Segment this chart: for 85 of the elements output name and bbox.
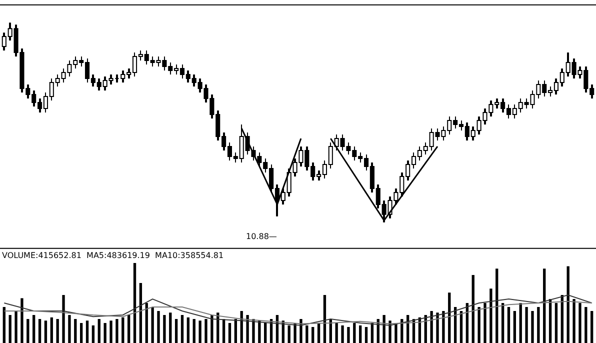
bar xyxy=(252,319,255,343)
bar xyxy=(496,268,498,343)
bar xyxy=(472,275,474,343)
bar xyxy=(92,325,95,343)
bar xyxy=(169,312,172,343)
bar xyxy=(133,263,136,343)
bar xyxy=(566,266,570,343)
bar xyxy=(448,292,451,343)
bar xyxy=(382,315,386,343)
bar xyxy=(388,320,392,343)
bar xyxy=(98,319,100,343)
bar xyxy=(222,319,226,343)
bar xyxy=(341,325,344,343)
bar xyxy=(258,320,261,343)
bar xyxy=(442,311,445,343)
bar xyxy=(312,327,314,343)
bar xyxy=(157,311,160,343)
bar xyxy=(364,327,368,343)
bar xyxy=(50,317,53,343)
bar xyxy=(490,288,492,343)
bar xyxy=(323,295,326,343)
bar xyxy=(590,311,594,343)
bar xyxy=(80,323,83,343)
bar xyxy=(525,307,528,343)
bar xyxy=(20,298,24,343)
bar xyxy=(578,303,582,343)
bar xyxy=(110,320,112,343)
bar xyxy=(560,295,564,343)
bar xyxy=(26,319,30,343)
bar xyxy=(44,320,48,343)
bar xyxy=(14,311,18,343)
bar xyxy=(228,323,232,343)
bar xyxy=(294,323,296,343)
bar xyxy=(32,315,36,343)
bar xyxy=(139,283,142,343)
bar xyxy=(353,323,356,343)
bar xyxy=(584,307,588,343)
bar xyxy=(531,311,534,343)
bar xyxy=(127,315,130,343)
bar xyxy=(306,325,308,343)
bar xyxy=(151,307,154,343)
text: 10.88— xyxy=(246,232,277,241)
bar xyxy=(478,307,480,343)
bar xyxy=(300,319,302,343)
bar xyxy=(104,323,106,343)
bar xyxy=(554,303,558,343)
bar xyxy=(507,307,510,343)
bar xyxy=(163,315,166,343)
bar xyxy=(2,307,6,343)
bar xyxy=(572,299,576,343)
bar xyxy=(436,312,439,343)
bar xyxy=(246,315,249,343)
bar xyxy=(122,317,124,343)
bar xyxy=(186,317,190,343)
bar xyxy=(145,303,148,343)
bar xyxy=(192,319,196,343)
bar xyxy=(68,315,71,343)
bar xyxy=(204,319,208,343)
bar xyxy=(234,319,237,343)
bar xyxy=(62,295,65,343)
bar xyxy=(8,315,12,343)
bar xyxy=(288,325,290,343)
bar xyxy=(264,323,267,343)
bar xyxy=(74,319,77,343)
bar xyxy=(513,311,516,343)
bar xyxy=(519,303,522,343)
bar xyxy=(38,319,42,343)
bar xyxy=(116,319,118,343)
bar xyxy=(335,323,338,343)
bar xyxy=(180,315,184,343)
bar xyxy=(198,320,202,343)
bar xyxy=(86,320,89,343)
bar xyxy=(430,311,433,343)
bar xyxy=(537,307,540,343)
bar xyxy=(543,268,546,343)
bar xyxy=(210,315,214,343)
bar xyxy=(56,319,59,343)
bar xyxy=(174,319,178,343)
bar xyxy=(460,311,463,343)
bar xyxy=(501,303,504,343)
bar xyxy=(484,303,486,343)
bar xyxy=(359,325,362,343)
chart-title: VOLUME:415652.81 MA5:483619.19 MA10:358554.81 xyxy=(2,251,224,260)
bar xyxy=(394,323,398,343)
bar xyxy=(347,327,350,343)
